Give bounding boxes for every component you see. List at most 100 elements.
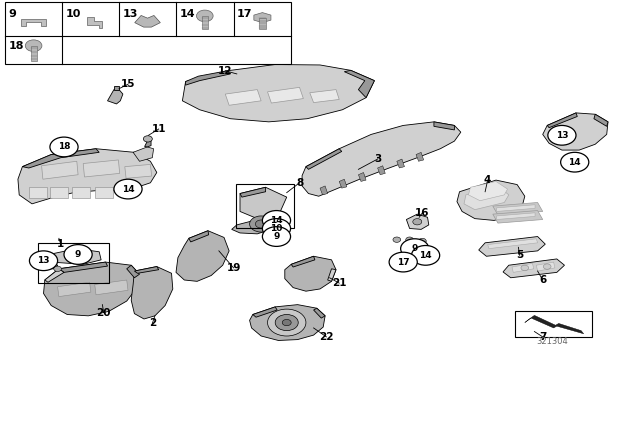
Circle shape	[143, 136, 152, 142]
Polygon shape	[50, 187, 68, 198]
Circle shape	[196, 10, 213, 22]
Polygon shape	[232, 211, 285, 234]
Polygon shape	[58, 282, 91, 297]
Polygon shape	[457, 180, 525, 220]
Polygon shape	[240, 187, 266, 197]
Polygon shape	[95, 187, 113, 198]
Polygon shape	[225, 90, 261, 105]
Polygon shape	[83, 160, 120, 177]
Polygon shape	[416, 152, 424, 161]
Text: 13: 13	[122, 9, 138, 19]
Polygon shape	[176, 231, 229, 281]
Polygon shape	[547, 113, 577, 128]
Polygon shape	[22, 149, 99, 168]
Polygon shape	[108, 90, 123, 104]
Polygon shape	[182, 65, 374, 122]
Circle shape	[114, 179, 142, 199]
Circle shape	[268, 309, 306, 336]
Polygon shape	[320, 186, 328, 195]
Text: 14: 14	[568, 158, 581, 167]
Polygon shape	[44, 262, 140, 316]
Circle shape	[419, 238, 426, 244]
Polygon shape	[87, 17, 102, 29]
Polygon shape	[186, 71, 230, 85]
Polygon shape	[406, 214, 429, 229]
Polygon shape	[134, 267, 159, 273]
Polygon shape	[464, 186, 509, 210]
Circle shape	[401, 239, 429, 258]
Circle shape	[255, 220, 267, 228]
Polygon shape	[189, 231, 209, 242]
Polygon shape	[291, 256, 315, 267]
Polygon shape	[302, 122, 461, 196]
Text: 321304: 321304	[536, 337, 568, 346]
Polygon shape	[493, 211, 543, 223]
Polygon shape	[306, 149, 342, 169]
Polygon shape	[497, 205, 535, 211]
Polygon shape	[127, 265, 140, 278]
Polygon shape	[145, 139, 151, 147]
Polygon shape	[397, 159, 404, 168]
Text: 17: 17	[237, 9, 252, 19]
Text: 18: 18	[58, 142, 70, 151]
Polygon shape	[133, 147, 154, 161]
Text: 11: 11	[152, 124, 166, 134]
Circle shape	[262, 219, 291, 238]
Circle shape	[64, 245, 92, 264]
Circle shape	[262, 211, 291, 230]
Circle shape	[262, 227, 291, 246]
Bar	[236, 184, 294, 228]
Text: 9: 9	[8, 9, 16, 19]
Circle shape	[26, 40, 42, 52]
Polygon shape	[468, 181, 508, 201]
Polygon shape	[72, 187, 90, 198]
Polygon shape	[493, 202, 543, 215]
Circle shape	[275, 314, 298, 331]
Text: 14: 14	[270, 216, 283, 225]
Text: 18: 18	[8, 41, 24, 51]
Text: 14: 14	[179, 9, 195, 19]
Text: 14: 14	[122, 185, 134, 194]
Circle shape	[543, 264, 551, 269]
Text: 5: 5	[516, 250, 524, 260]
Polygon shape	[114, 86, 119, 90]
Bar	[31, 46, 36, 61]
Text: 22: 22	[319, 332, 333, 342]
Circle shape	[29, 251, 58, 271]
Text: 2: 2	[148, 319, 156, 328]
Polygon shape	[253, 307, 277, 317]
Circle shape	[561, 152, 589, 172]
Bar	[515, 311, 592, 337]
Polygon shape	[525, 315, 584, 334]
Text: 7: 7	[539, 332, 547, 342]
Circle shape	[250, 216, 273, 232]
Text: 12: 12	[218, 66, 232, 76]
Bar	[5, 2, 291, 64]
Polygon shape	[310, 90, 339, 103]
Polygon shape	[497, 213, 535, 220]
Polygon shape	[59, 262, 108, 272]
Circle shape	[389, 252, 417, 272]
Polygon shape	[358, 172, 366, 181]
Text: 3: 3	[374, 154, 381, 164]
Polygon shape	[378, 166, 385, 175]
Polygon shape	[254, 13, 271, 23]
Polygon shape	[479, 237, 545, 256]
Text: 16: 16	[415, 208, 429, 218]
Polygon shape	[240, 187, 287, 219]
Text: 4: 4	[484, 175, 492, 185]
Circle shape	[54, 266, 61, 271]
Polygon shape	[42, 161, 78, 179]
Polygon shape	[488, 239, 538, 249]
Polygon shape	[594, 114, 608, 126]
Polygon shape	[328, 269, 336, 281]
Polygon shape	[125, 164, 152, 178]
Text: 8: 8	[296, 178, 303, 188]
Polygon shape	[536, 262, 555, 271]
Circle shape	[521, 265, 529, 271]
Polygon shape	[543, 113, 608, 150]
Circle shape	[413, 219, 422, 225]
Text: 13: 13	[556, 131, 568, 140]
Polygon shape	[135, 16, 160, 27]
Text: 10: 10	[65, 9, 81, 19]
